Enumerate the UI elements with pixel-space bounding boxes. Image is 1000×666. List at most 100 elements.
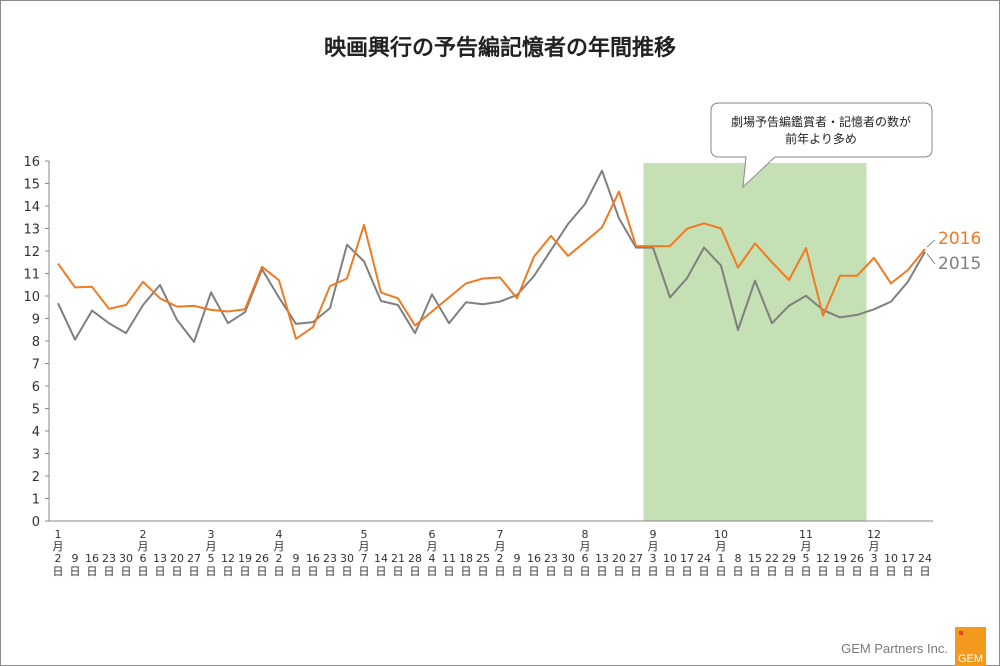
label-leader-2016 <box>926 239 936 248</box>
logo-dot <box>959 631 963 635</box>
x-day-label: 26 <box>255 552 269 565</box>
y-tick-label: 7 <box>32 358 40 373</box>
x-day-label: 3 <box>871 552 878 565</box>
x-day-suffix: 日 <box>274 565 285 578</box>
x-day-label: 10 <box>663 552 677 565</box>
x-day-label: 11 <box>442 552 456 565</box>
x-day-suffix: 日 <box>903 565 914 578</box>
x-day-label: 12 <box>816 552 830 565</box>
x-day-label: 22 <box>765 552 779 565</box>
x-day-label: 12 <box>221 552 235 565</box>
company-name: GEM Partners Inc. <box>841 641 948 656</box>
x-day-label: 30 <box>119 552 133 565</box>
x-day-label: 7 <box>361 552 368 565</box>
x-month-label: 12 <box>867 528 881 541</box>
x-day-suffix: 日 <box>189 565 200 578</box>
x-day-suffix: 日 <box>478 565 489 578</box>
annotation-text-line2: 前年より多め <box>785 131 857 146</box>
x-day-suffix: 日 <box>87 565 98 578</box>
x-month-label: 5 <box>361 528 368 541</box>
x-day-label: 19 <box>833 552 847 565</box>
x-day-suffix: 日 <box>818 565 829 578</box>
x-day-label: 20 <box>612 552 626 565</box>
y-tick-label: 10 <box>23 290 40 305</box>
x-day-suffix: 日 <box>172 565 183 578</box>
x-day-label: 3 <box>650 552 657 565</box>
x-month-label: 11 <box>799 528 813 541</box>
x-day-label: 6 <box>582 552 589 565</box>
x-month-label: 2 <box>140 528 147 541</box>
x-month-suffix: 月 <box>206 540 217 553</box>
x-month-suffix: 月 <box>138 540 149 553</box>
x-day-label: 5 <box>208 552 215 565</box>
x-day-label: 17 <box>680 552 694 565</box>
x-day-label: 13 <box>153 552 167 565</box>
x-day-suffix: 日 <box>750 565 761 578</box>
x-day-label: 9 <box>293 552 300 565</box>
x-day-label: 28 <box>408 552 422 565</box>
x-day-label: 24 <box>697 552 711 565</box>
x-day-label: 23 <box>102 552 116 565</box>
x-day-suffix: 日 <box>495 565 506 578</box>
x-day-label: 15 <box>748 552 762 565</box>
x-day-suffix: 日 <box>631 565 642 578</box>
x-day-label: 2 <box>497 552 504 565</box>
x-day-suffix: 日 <box>461 565 472 578</box>
x-day-suffix: 日 <box>784 565 795 578</box>
x-day-suffix: 日 <box>410 565 421 578</box>
x-day-suffix: 日 <box>546 565 557 578</box>
x-day-suffix: 日 <box>342 565 353 578</box>
gem-logo: GEM <box>955 627 986 666</box>
x-day-suffix: 日 <box>563 565 574 578</box>
x-day-label: 21 <box>391 552 405 565</box>
x-day-suffix: 日 <box>308 565 319 578</box>
x-month-suffix: 月 <box>427 540 438 553</box>
x-day-label: 17 <box>901 552 915 565</box>
y-tick-label: 3 <box>32 448 40 463</box>
x-month-suffix: 月 <box>801 540 812 553</box>
x-day-label: 16 <box>527 552 541 565</box>
x-day-suffix: 日 <box>223 565 234 578</box>
x-day-label: 24 <box>918 552 932 565</box>
x-day-label: 8 <box>735 552 742 565</box>
x-day-suffix: 日 <box>835 565 846 578</box>
series-line-2015 <box>57 169 926 343</box>
x-month-suffix: 月 <box>495 540 506 553</box>
series-label-2016: 2016 <box>938 229 981 249</box>
x-day-label: 2 <box>55 552 62 565</box>
x-day-label: 19 <box>238 552 252 565</box>
y-tick-label: 8 <box>32 335 40 350</box>
x-day-suffix: 日 <box>155 565 166 578</box>
y-tick-label: 16 <box>23 155 40 170</box>
x-day-suffix: 日 <box>920 565 931 578</box>
x-day-suffix: 日 <box>512 565 523 578</box>
x-day-suffix: 日 <box>121 565 132 578</box>
x-day-label: 14 <box>374 552 388 565</box>
y-tick-label: 1 <box>32 493 40 508</box>
x-day-suffix: 日 <box>325 565 336 578</box>
y-tick-label: 4 <box>32 425 40 440</box>
x-day-suffix: 日 <box>580 565 591 578</box>
x-day-label: 23 <box>544 552 558 565</box>
x-day-suffix: 日 <box>597 565 608 578</box>
x-day-label: 30 <box>340 552 354 565</box>
x-day-label: 6 <box>140 552 147 565</box>
x-month-suffix: 月 <box>274 540 285 553</box>
logo-text: GEM <box>957 653 984 665</box>
x-day-suffix: 日 <box>648 565 659 578</box>
x-day-suffix: 日 <box>393 565 404 578</box>
x-day-label: 16 <box>306 552 320 565</box>
y-tick-label: 9 <box>32 313 40 328</box>
x-day-label: 9 <box>514 552 521 565</box>
x-month-label: 10 <box>714 528 728 541</box>
x-day-suffix: 日 <box>886 565 897 578</box>
x-day-suffix: 日 <box>206 565 217 578</box>
y-tick-label: 11 <box>23 268 40 283</box>
x-day-label: 10 <box>884 552 898 565</box>
x-month-label: 8 <box>582 528 589 541</box>
y-tick-label: 2 <box>32 470 40 485</box>
x-day-suffix: 日 <box>665 565 676 578</box>
x-day-suffix: 日 <box>699 565 710 578</box>
y-tick-label: 6 <box>32 380 40 395</box>
